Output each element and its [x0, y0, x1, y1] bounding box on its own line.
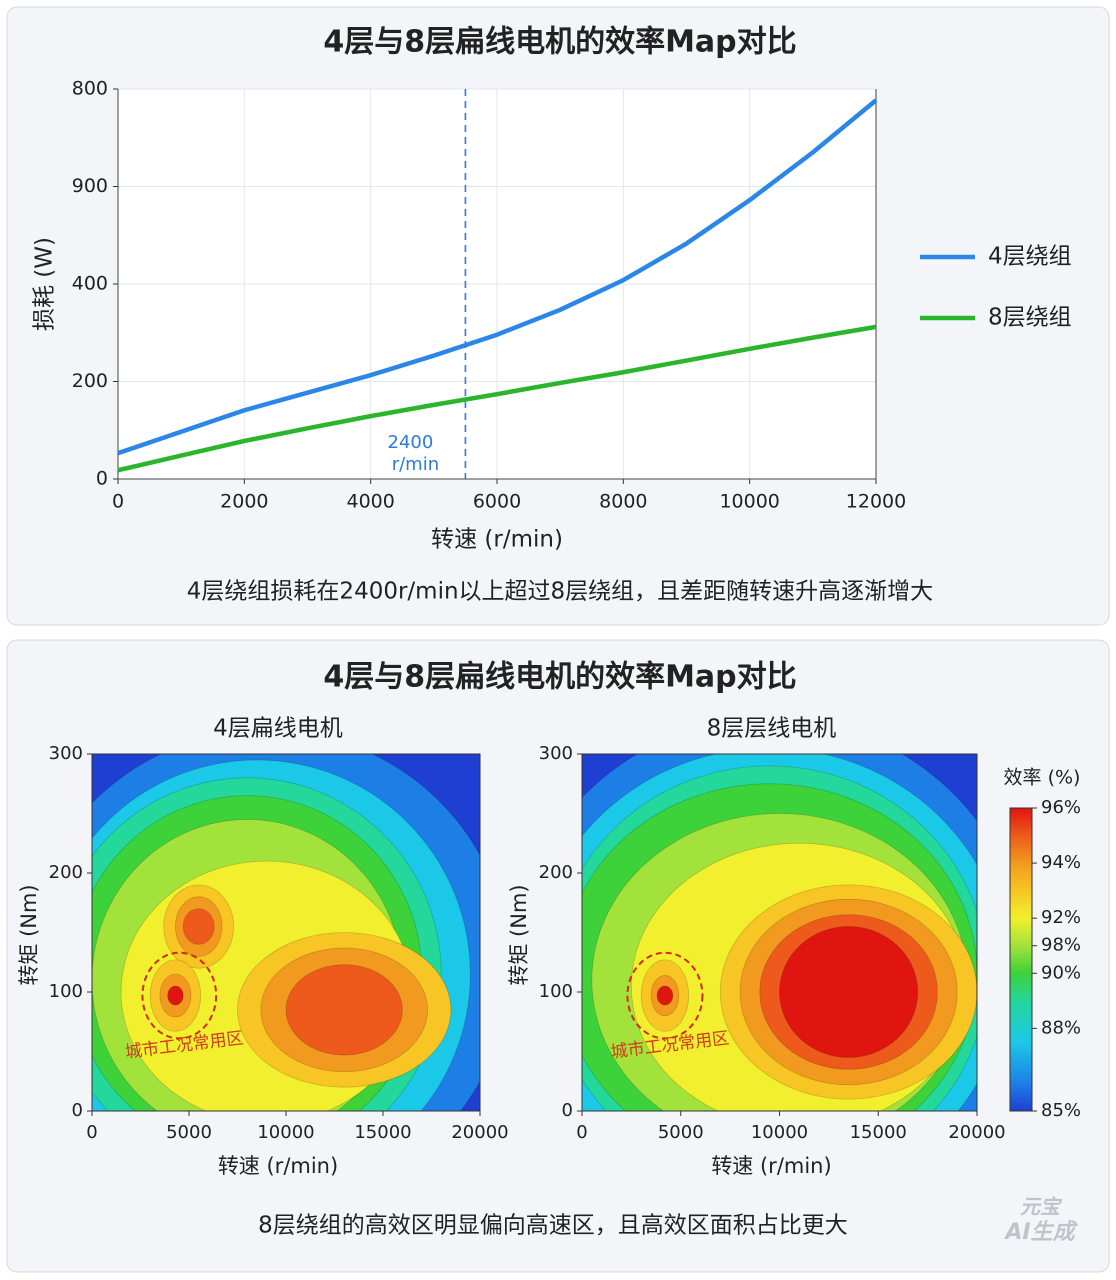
contour-region: [167, 985, 184, 1006]
caption: 8层绕组的高效区明显偏向高速区，且高效区面积占比更大: [258, 1213, 848, 1239]
x-tick-label: 8000: [599, 491, 647, 513]
colorbar-tick-label: 88%: [1041, 1017, 1081, 1038]
x-tick-label: 5000: [166, 1122, 212, 1143]
y-axis-label: 损耗 (W): [32, 237, 58, 331]
line: [117, 98, 878, 456]
x-axis-label: 转速 (r/min): [711, 1154, 831, 1178]
subplot-title: 8层层线电机: [707, 716, 837, 742]
subplot-title: 4层扁线电机: [213, 716, 343, 742]
colorbar-tick-label: 85%: [1041, 1100, 1081, 1121]
caption: 4层绕组损耗在2400r/min以上超过8层绕组，且差距随转速升高逐渐增大: [187, 579, 933, 605]
x-tick-label: 15000: [850, 1122, 907, 1143]
x-tick-label: 2000: [220, 491, 268, 513]
annotation-label: r/min: [392, 454, 439, 475]
x-tick-label: 0: [86, 1122, 97, 1143]
contour-region: [656, 985, 674, 1006]
watermark: AI生成: [1003, 1220, 1078, 1245]
contour-region: [182, 908, 215, 945]
annotation-circle: [141, 951, 218, 1040]
x-axis-label: 转速 (r/min): [431, 527, 563, 553]
y-tick-label: 0: [562, 1100, 573, 1121]
y-tick-label: 900: [72, 175, 108, 197]
legend-label: 4层绕组: [988, 244, 1072, 270]
x-tick-label: 6000: [473, 491, 521, 513]
x-tick-label: 12000: [846, 491, 906, 513]
legend-label: 8层绕组: [988, 305, 1072, 331]
chart-title: 4层与8层扁线电机的效率Map对比: [323, 660, 796, 695]
y-tick-label: 300: [49, 743, 83, 764]
colorbar-tick-label: 92%: [1041, 907, 1081, 928]
x-tick-label: 10000: [257, 1122, 314, 1143]
x-tick-label: 0: [112, 491, 124, 513]
x-tick-label: 20000: [451, 1122, 508, 1143]
contour-region: [285, 964, 403, 1056]
x-tick-label: 20000: [948, 1122, 1005, 1143]
contour-map: [92, 754, 480, 1111]
y-axis-label: 转矩 (Nm): [17, 884, 41, 985]
x-tick-label: 5000: [658, 1122, 704, 1143]
y-tick-label: 100: [539, 981, 573, 1002]
x-tick-label: 15000: [354, 1122, 411, 1143]
colorbar-tick-label: 96%: [1041, 797, 1081, 818]
line: [117, 324, 877, 473]
colorbar-title: 效率 (%): [1004, 767, 1081, 789]
colorbar: [1009, 807, 1033, 1112]
axis: [117, 89, 877, 480]
contour-region: [779, 926, 919, 1058]
chart-title: 4层与8层扁线电机的效率Map对比: [323, 25, 796, 60]
y-tick-label: 200: [49, 862, 83, 883]
x-tick-label: 0: [576, 1122, 587, 1143]
y-tick-label: 400: [72, 273, 108, 295]
y-tick-label: 800: [72, 78, 108, 100]
y-tick-label: 0: [72, 1100, 83, 1121]
annotation-circle: [626, 951, 704, 1040]
watermark: 元宝: [1020, 1195, 1063, 1219]
colorbar-tick-label: 90%: [1041, 962, 1081, 983]
y-axis-label: 转矩 (Nm): [507, 884, 531, 985]
x-axis-label: 转速 (r/min): [218, 1154, 338, 1178]
colorbar-tick-label: 98%: [1041, 935, 1081, 956]
y-tick-label: 200: [539, 862, 573, 883]
annotation-label: 2400: [388, 432, 434, 453]
contour-map: [582, 754, 977, 1111]
y-tick-label: 100: [49, 981, 83, 1002]
y-tick-label: 300: [539, 743, 573, 764]
x-tick-label: 10000: [719, 491, 779, 513]
colorbar-tick-label: 94%: [1041, 852, 1081, 873]
y-tick-label: 0: [96, 468, 108, 490]
x-tick-label: 4000: [346, 491, 394, 513]
y-tick-label: 200: [72, 370, 108, 392]
x-tick-label: 10000: [751, 1122, 808, 1143]
